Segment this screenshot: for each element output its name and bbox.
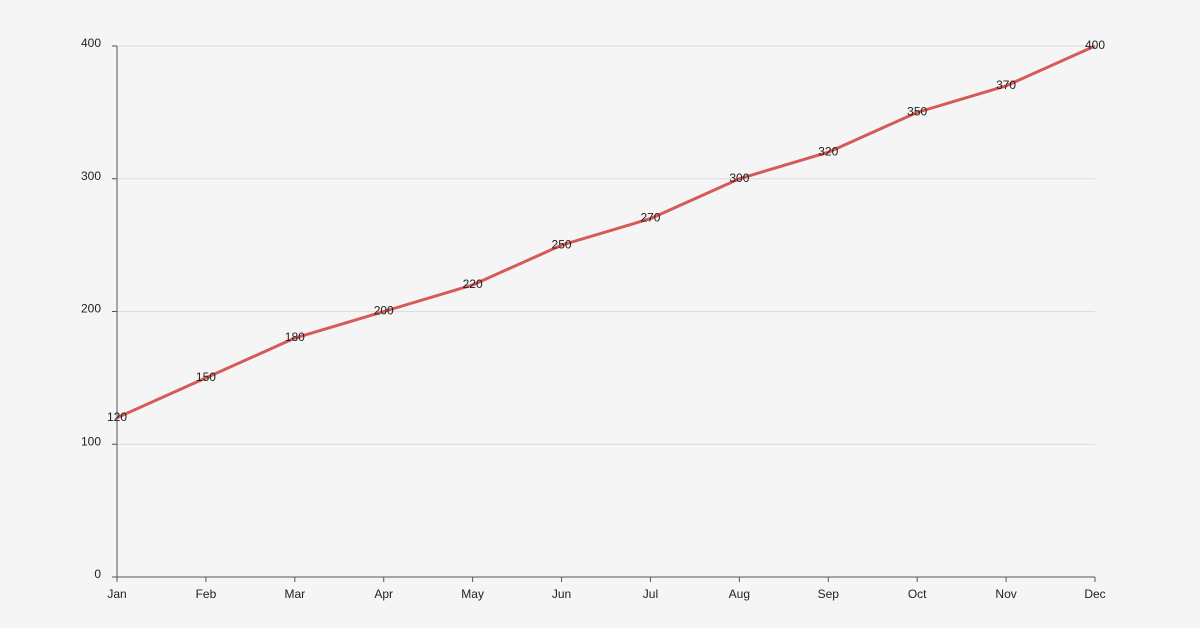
- data-label: 150: [196, 370, 216, 384]
- x-tick-label: Mar: [284, 587, 305, 601]
- y-tick-label: 300: [81, 169, 101, 183]
- data-label: 320: [818, 144, 838, 158]
- y-tick-label: 100: [81, 434, 101, 448]
- y-tick-label: 0: [94, 567, 101, 581]
- x-tick-label: Jan: [107, 587, 126, 601]
- data-label: 400: [1085, 38, 1105, 52]
- data-label: 250: [552, 237, 572, 251]
- x-tick-label: Feb: [196, 587, 217, 601]
- data-label: 180: [285, 330, 305, 344]
- x-tick-label: Jul: [643, 587, 658, 601]
- x-tick-label: Oct: [908, 587, 927, 601]
- x-tick-label: Dec: [1084, 587, 1105, 601]
- data-label: 270: [640, 211, 660, 225]
- x-tick-label: Jun: [552, 587, 571, 601]
- data-label: 200: [374, 304, 394, 318]
- data-label: 300: [729, 171, 749, 185]
- y-tick-label: 400: [81, 36, 101, 50]
- data-label: 220: [463, 277, 483, 291]
- x-tick-label: May: [461, 587, 484, 601]
- data-label: 350: [907, 105, 927, 119]
- data-label: 120: [107, 410, 127, 424]
- line: [116, 44, 1096, 420]
- x-tick-label: Nov: [995, 587, 1016, 601]
- x-tick-label: Aug: [729, 587, 750, 601]
- x-tick-label: Sep: [818, 587, 840, 601]
- y-tick-label: 200: [81, 302, 101, 316]
- x-tick-label: Apr: [374, 587, 393, 601]
- data-label: 370: [996, 78, 1016, 92]
